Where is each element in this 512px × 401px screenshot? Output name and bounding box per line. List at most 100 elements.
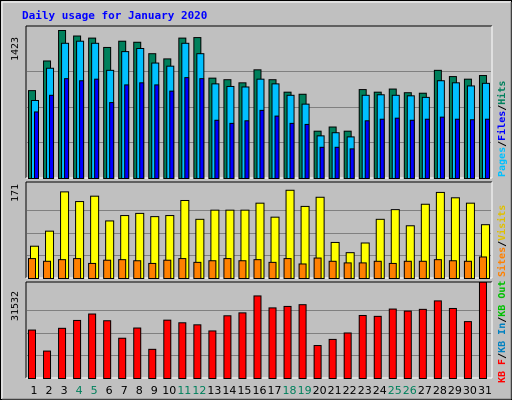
kb-f-bar-day-13-fill (208, 330, 217, 379)
kb-f-bar-day-30 (463, 321, 472, 379)
sites-bar-day-4-fill (73, 258, 82, 279)
files-bar-day-8-fill (139, 82, 145, 179)
kb-f-bar-day-9-fill (148, 348, 157, 380)
kb-f-bar-day-25 (388, 308, 397, 379)
files-bar-day-24 (379, 118, 385, 179)
sites-bar-day-30-fill (463, 260, 472, 280)
sites-bar-day-27 (418, 260, 427, 280)
kb-f-bar-day-4 (73, 319, 82, 380)
day-label-3: 3 (61, 384, 68, 397)
sites-bar-day-7-fill (118, 259, 127, 279)
files-bar-day-28-fill (439, 116, 445, 179)
kb-f-bar-day-10-fill (163, 319, 172, 379)
kb-f-bar-day-12 (193, 324, 202, 379)
panel2-ymax-label: 171 (10, 184, 21, 202)
day-label-9: 9 (151, 384, 158, 397)
kb-f-bar-day-26-fill (403, 310, 412, 380)
sites-bar-day-1 (28, 258, 36, 279)
kb-f-bar-day-29 (448, 307, 457, 379)
day-label-14: 14 (222, 384, 236, 397)
sites-bar-day-20 (313, 257, 322, 279)
sites-bar-day-13 (208, 260, 217, 279)
day-label-1: 1 (31, 384, 38, 397)
files-bar-day-17-fill (274, 115, 280, 179)
sites-bar-day-14-fill (223, 258, 232, 279)
sites-bar-day-26 (403, 260, 412, 280)
kb-f-bar-day-2 (43, 350, 52, 379)
chart-title: Daily usage for January 2020 (22, 9, 207, 22)
files-bar-day-16 (259, 109, 265, 179)
files-bar-day-30 (469, 119, 475, 179)
kb-f-bar-day-12-fill (193, 324, 202, 379)
sites-bar-day-22 (343, 262, 352, 280)
kb-f-bar-day-26 (403, 310, 412, 380)
kb-f-bar-day-24-fill (373, 315, 382, 379)
day-label-15: 15 (237, 384, 251, 397)
day-label-29: 29 (448, 384, 462, 397)
sites-bar-day-12-fill (193, 261, 202, 279)
files-bar-day-19 (304, 123, 310, 179)
files-bar-day-8 (139, 82, 145, 179)
kb-f-bar-day-25-fill (388, 308, 397, 379)
svg-text:Pages/Files/Hits: Pages/Files/Hits (496, 81, 508, 177)
sites-bar-day-22-fill (343, 262, 352, 280)
legend-pages: Pages (497, 147, 508, 177)
sites-bar-day-6-fill (103, 259, 112, 280)
files-bar-day-14 (229, 122, 235, 179)
sites-bar-day-7 (118, 259, 127, 279)
sites-bar-day-25 (388, 262, 397, 279)
legend-kb-f: KB F (497, 359, 508, 383)
files-bar-day-31 (484, 118, 490, 179)
kb-f-bar-day-18-fill (283, 305, 292, 380)
files-bar-day-13-fill (214, 119, 220, 179)
legend-files: Files (496, 111, 508, 141)
kb-f-bar-day-17-fill (268, 307, 277, 379)
sites-bar-day-28 (433, 259, 442, 279)
day-label-6: 6 (106, 384, 113, 397)
kb-f-bar-day-28-fill (433, 300, 442, 379)
files-bar-day-4-fill (79, 80, 85, 179)
kb-f-bar-day-22-fill (343, 332, 352, 380)
sites-bar-day-17 (268, 261, 277, 279)
files-bar-day-22 (349, 148, 355, 179)
files-bar-day-27 (424, 118, 430, 179)
legend-kb-in: KB In (497, 323, 508, 353)
legend-panel2: Sites/Visits (496, 205, 508, 277)
panel3-ymax-label: 31532 (10, 291, 21, 321)
files-bar-day-26 (409, 119, 415, 179)
files-bar-day-20 (319, 146, 325, 179)
day-label-5: 5 (91, 384, 98, 397)
files-bar-day-14-fill (229, 122, 235, 179)
sites-bar-day-8-fill (133, 260, 142, 279)
kb-f-bar-day-23-fill (358, 314, 367, 379)
svg-text:KB F/KB In/KB Out: KB F/KB In/KB Out (497, 281, 508, 383)
kb-f-bar-day-11-fill (178, 322, 187, 380)
files-bar-day-29 (454, 118, 460, 179)
files-bar-day-22-fill (349, 148, 355, 179)
sites-bar-day-20-fill (313, 257, 322, 279)
files-bar-day-31-fill (484, 118, 490, 179)
files-bar-day-25 (394, 117, 400, 180)
files-bar-day-29-fill (454, 118, 460, 179)
files-bar-day-9 (154, 84, 160, 179)
legend-panel1: Pages/Files/Hits (496, 81, 508, 177)
day-label-28: 28 (433, 384, 447, 397)
day-label-8: 8 (136, 384, 143, 397)
kb-f-bar-day-21 (328, 338, 337, 379)
sites-bar-day-13-fill (208, 260, 217, 279)
sites-bar-day-1-fill (28, 258, 36, 279)
kb-f-bar-day-14-fill (223, 315, 232, 380)
kb-f-bar-day-6-fill (103, 320, 112, 379)
files-bar-day-23 (364, 120, 370, 179)
day-label-21: 21 (328, 384, 342, 397)
kb-f-bar-day-30-fill (463, 321, 472, 379)
files-bar-day-13 (214, 119, 220, 179)
day-label-17: 17 (268, 384, 282, 397)
files-bar-day-25-fill (394, 117, 400, 180)
sites-bar-day-28-fill (433, 259, 442, 279)
sites-bar-day-9-fill (148, 262, 157, 279)
sites-bar-day-19 (298, 263, 307, 280)
day-label-26: 26 (403, 384, 417, 397)
kb-f-bar-day-22 (343, 332, 352, 380)
